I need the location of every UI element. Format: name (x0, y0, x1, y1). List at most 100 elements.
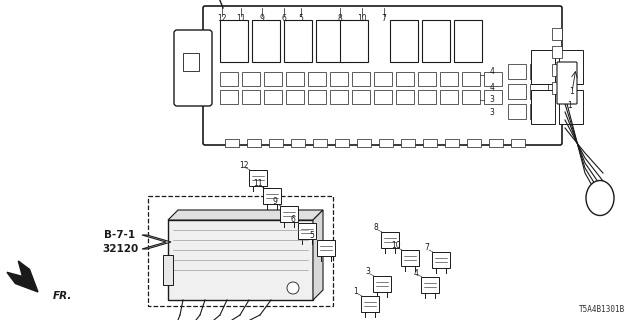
Bar (286, 72, 304, 86)
Bar (148, 196, 333, 306)
FancyBboxPatch shape (203, 6, 562, 145)
Bar (330, 90, 348, 104)
Bar (508, 84, 526, 99)
Bar (374, 90, 392, 104)
Bar (373, 276, 391, 292)
Bar (263, 188, 281, 204)
Bar (220, 72, 238, 86)
FancyBboxPatch shape (174, 30, 212, 106)
Bar (381, 232, 399, 248)
Text: 3: 3 (490, 95, 495, 105)
Bar (269, 139, 283, 147)
Bar (335, 139, 349, 147)
Text: 7: 7 (381, 14, 387, 23)
Text: 4: 4 (490, 68, 495, 76)
Ellipse shape (586, 180, 614, 215)
Bar (220, 20, 248, 62)
Bar (484, 72, 502, 86)
Text: 32120: 32120 (102, 244, 138, 254)
Bar (313, 139, 327, 147)
Polygon shape (313, 210, 323, 300)
Bar (422, 20, 450, 62)
Text: FR.: FR. (53, 291, 72, 301)
Text: 6: 6 (291, 214, 296, 223)
Bar (552, 64, 562, 76)
Bar (316, 20, 344, 62)
Bar (396, 72, 414, 86)
Bar (280, 206, 298, 222)
Text: 11: 11 (253, 180, 263, 188)
Text: 5: 5 (299, 14, 303, 23)
Bar (454, 20, 482, 62)
Text: 7: 7 (424, 244, 429, 252)
Circle shape (287, 282, 299, 294)
Text: 3: 3 (365, 268, 371, 276)
Bar (530, 104, 548, 119)
Text: 1: 1 (570, 87, 574, 97)
Bar (330, 72, 348, 86)
Text: 9: 9 (260, 14, 264, 23)
Bar (284, 20, 312, 62)
Bar (298, 223, 316, 239)
Polygon shape (7, 261, 38, 292)
Bar (291, 139, 305, 147)
Bar (552, 28, 562, 40)
Bar (552, 82, 562, 94)
Bar (163, 255, 173, 285)
Bar (552, 46, 562, 58)
Text: 4: 4 (413, 268, 419, 277)
Text: 12: 12 (217, 14, 227, 23)
Text: 10: 10 (391, 242, 401, 251)
Bar (361, 296, 379, 312)
Bar (308, 90, 326, 104)
Bar (352, 72, 370, 86)
Text: 8: 8 (374, 223, 378, 233)
Text: 5: 5 (310, 231, 314, 241)
Bar (440, 90, 458, 104)
Bar (220, 90, 238, 104)
Bar (511, 139, 525, 147)
Bar (418, 90, 436, 104)
Bar (379, 139, 393, 147)
FancyBboxPatch shape (557, 62, 577, 104)
Polygon shape (142, 235, 171, 249)
Bar (559, 90, 583, 124)
Bar (440, 72, 458, 86)
Bar (264, 72, 282, 86)
Text: 11: 11 (236, 14, 246, 23)
Bar (489, 139, 503, 147)
Bar (467, 139, 481, 147)
Polygon shape (168, 210, 323, 220)
Bar (531, 90, 555, 124)
Bar (242, 72, 260, 86)
Text: 12: 12 (239, 162, 249, 171)
Bar (374, 72, 392, 86)
Text: 1: 1 (568, 101, 572, 110)
Bar (559, 50, 583, 84)
Bar (530, 64, 548, 79)
Bar (308, 72, 326, 86)
Bar (247, 139, 261, 147)
Text: 10: 10 (357, 14, 367, 23)
Bar (242, 90, 260, 104)
Bar (484, 90, 502, 104)
Bar (390, 20, 418, 62)
Text: 6: 6 (282, 14, 287, 23)
Bar (249, 170, 267, 186)
Bar (445, 139, 459, 147)
Text: B-7-1: B-7-1 (104, 230, 136, 240)
Bar (168, 220, 313, 300)
Bar (317, 240, 335, 256)
Bar (530, 84, 548, 99)
Bar (352, 90, 370, 104)
Bar (396, 90, 414, 104)
Text: 9: 9 (273, 197, 277, 206)
Bar (421, 277, 439, 293)
Bar (531, 50, 555, 84)
Text: 3: 3 (490, 108, 495, 117)
Text: T5A4B1301B: T5A4B1301B (579, 305, 625, 314)
Bar (340, 20, 368, 62)
Bar (418, 72, 436, 86)
Bar (462, 90, 480, 104)
Bar (432, 252, 450, 268)
